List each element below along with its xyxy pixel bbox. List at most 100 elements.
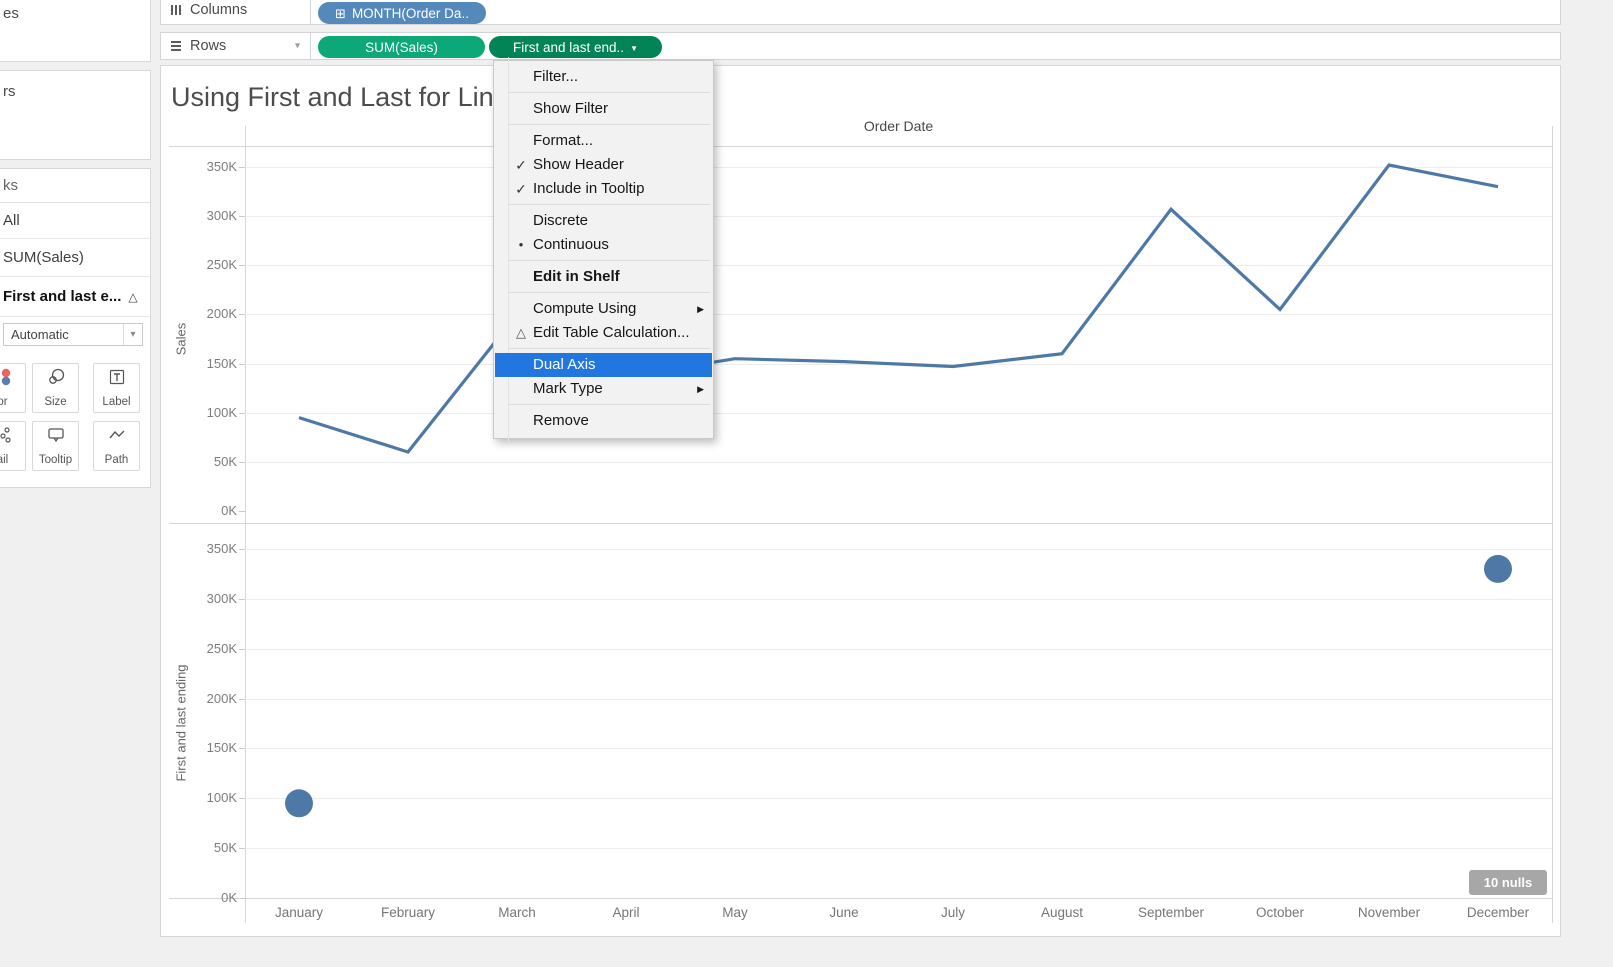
rows-icon [171, 41, 181, 51]
chart-canvas [285, 163, 1512, 818]
marks-button-or[interactable]: or [0, 363, 26, 413]
menu-item-label: Show Filter [533, 100, 609, 117]
marks-button-path[interactable]: Path [93, 421, 140, 471]
menu-item-show-filter[interactable]: Show Filter [495, 97, 712, 121]
menu-separator [508, 204, 710, 205]
chevron-down-icon[interactable]: ▾ [123, 324, 142, 345]
filters-shelf-panel[interactable]: rs [0, 70, 151, 160]
color-icon [0, 367, 13, 396]
columns-icon [171, 5, 181, 15]
marks-button-label: Path [104, 454, 129, 466]
sales-line-mark[interactable] [298, 163, 1499, 454]
pill-label: SUM(Sales) [365, 39, 438, 55]
tick-mark [239, 167, 245, 168]
circle-mark-january[interactable] [285, 789, 313, 818]
pill-sum-sales[interactable]: SUM(Sales) [318, 36, 485, 58]
circle-mark-december[interactable] [1484, 554, 1512, 583]
marks-button-label: Tooltip [38, 454, 73, 466]
menu-separator [508, 124, 710, 125]
y-tick-label-sales: 350K [206, 159, 237, 174]
pill-month-order-date[interactable]: ⊞ MONTH(Order Da.. [318, 2, 486, 24]
plus-box-icon[interactable]: ⊞ [335, 5, 346, 21]
marks-list-item-all[interactable]: All [0, 203, 150, 239]
tick-mark [239, 413, 245, 414]
menu-item-label: Format... [533, 132, 594, 149]
menu-item-compute-using[interactable]: Compute Using ▶ [495, 297, 712, 321]
menu-item-label: Dual Axis [533, 356, 596, 373]
pages-shelf-label: es [3, 5, 19, 22]
y-tick-label-ending: 350K [206, 541, 237, 556]
marks-card-label: ks [3, 177, 18, 194]
pill-first-and-last-ending[interactable]: First and last end.. ▼ [489, 36, 662, 58]
menu-item-filter[interactable]: Filter... [495, 65, 712, 89]
chevron-down-icon[interactable]: ▾ [294, 40, 300, 52]
y-tick-label-ending: 100K [206, 790, 237, 805]
marks-button-tooltip[interactable]: Tooltip [32, 421, 79, 471]
menu-item-continuous[interactable]: ● Continuous [495, 233, 712, 257]
marks-button-label[interactable]: Label [93, 363, 140, 413]
marks-item-label: First and last e... [3, 288, 122, 305]
marks-button-ail[interactable]: ail [0, 421, 26, 471]
menu-item-label: Compute Using [533, 300, 637, 317]
menu-item-label: Continuous [533, 236, 609, 253]
mark-type-dropdown[interactable]: Automatic ▾ [3, 323, 143, 346]
label-icon [107, 367, 127, 396]
marks-list-item-sum-sales[interactable]: SUM(Sales) [0, 239, 150, 277]
menu-item-discrete[interactable]: Discrete [495, 209, 712, 233]
tick-mark [239, 314, 245, 315]
tick-mark [239, 462, 245, 463]
tick-mark [239, 848, 245, 849]
nulls-indicator-badge[interactable]: 10 nulls [1469, 870, 1547, 895]
y-tick-label-ending: 0K [221, 890, 237, 905]
submenu-arrow-icon: ▶ [697, 384, 704, 394]
menu-item-label: Mark Type [533, 380, 603, 397]
menu-gutter-line [508, 57, 509, 443]
menu-item-remove[interactable]: Remove [495, 409, 712, 433]
marks-item-label: SUM(Sales) [3, 249, 84, 266]
columns-shelf-text: Columns [190, 2, 248, 18]
x-tick-label-month: September [1137, 905, 1205, 920]
menu-separator [508, 260, 710, 261]
menu-separator [508, 404, 710, 405]
pill-label: MONTH(Order Da.. [351, 5, 469, 21]
y-tick-label-sales: 0K [221, 503, 237, 518]
y-tick-label-sales: 100K [206, 405, 237, 420]
marks-item-label: All [3, 212, 20, 229]
marks-button-label: or [0, 396, 8, 408]
tick-mark [239, 265, 245, 266]
marks-button-label: Label [102, 396, 131, 408]
marks-button-size[interactable]: Size [32, 363, 79, 413]
gridline [245, 462, 1552, 463]
y-tick-label-ending: 50K [213, 840, 237, 855]
menu-item-label: Edit Table Calculation... [533, 324, 690, 341]
tick-mark [239, 798, 245, 799]
marks-button-label: Size [44, 396, 67, 408]
menu-item-mark-type[interactable]: Mark Type ▶ [495, 377, 712, 401]
menu-item-include-in-tooltip[interactable]: ✓ Include in Tooltip [495, 177, 712, 201]
chevron-down-icon[interactable]: ▼ [630, 43, 638, 53]
menu-item-label: Discrete [533, 212, 589, 229]
marks-list-item-first-and-last-e[interactable]: First and last e... △ [0, 277, 150, 317]
detail-icon [0, 425, 13, 454]
menu-item-format[interactable]: Format... [495, 129, 712, 153]
menu-item-edit-in-shelf[interactable]: Edit in Shelf [495, 265, 712, 289]
x-tick-label-month: June [829, 905, 859, 920]
menu-item-edit-table-calculation[interactable]: △ Edit Table Calculation... [495, 321, 712, 345]
gridline [245, 748, 1552, 749]
x-tick-label-month: November [1357, 905, 1421, 920]
tick-mark [239, 748, 245, 749]
pages-shelf-panel[interactable]: es [0, 0, 151, 62]
x-tick-label-month: April [612, 905, 640, 920]
x-tick-label-month: October [1255, 905, 1305, 920]
x-tick-label-month: January [274, 905, 324, 920]
menu-item-label: Include in Tooltip [533, 180, 645, 197]
menu-separator [508, 92, 710, 93]
gridline [245, 314, 1552, 315]
tick-mark [239, 364, 245, 365]
menu-item-dual-axis[interactable]: Dual Axis [495, 353, 712, 377]
rows-shelf-label: Rows ▾ [161, 33, 311, 59]
menu-item-label: Show Header [533, 156, 624, 173]
menu-item-show-header[interactable]: ✓ Show Header [495, 153, 712, 177]
gridline [245, 798, 1552, 799]
x-tick-label-month: May [722, 905, 748, 920]
